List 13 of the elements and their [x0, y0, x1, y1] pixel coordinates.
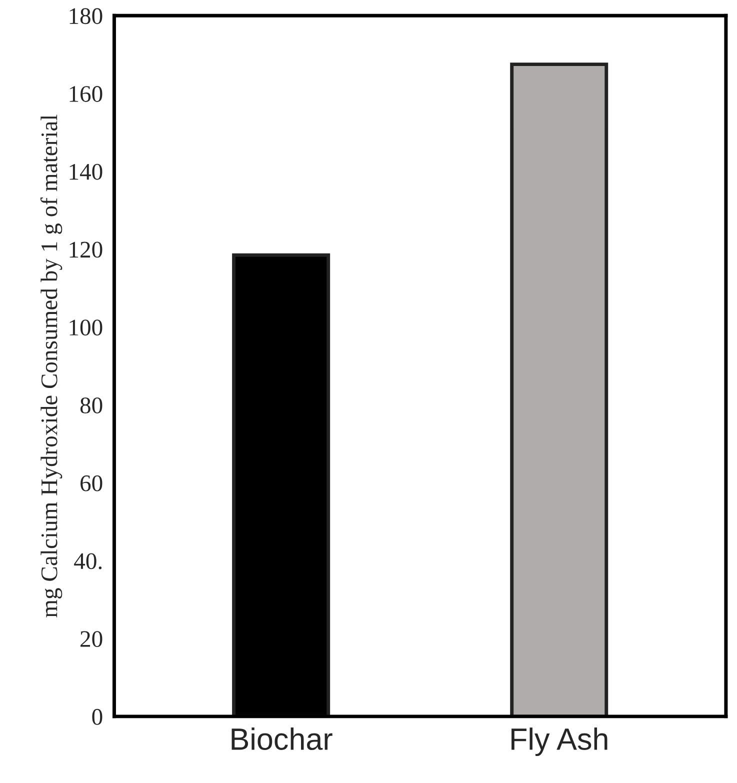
y-tick-label: 160	[70, 86, 102, 102]
y-tick-label: 100	[70, 320, 102, 336]
x-tick-label: Fly Ash	[512, 728, 608, 756]
y-tick-label: 80	[80, 397, 102, 414]
y-tick-label: 0	[92, 708, 102, 725]
x-tick-label: Biochar	[232, 728, 332, 750]
y-tick-label: 20	[80, 631, 102, 648]
y-tick-label: 180	[70, 8, 102, 24]
y-axis-title: mg Calcium Hydroxide Consumed by 1 g of material	[40, 114, 62, 618]
y-tick-label: 40.	[74, 553, 102, 570]
y-tick-label: 60	[80, 475, 102, 492]
y-tick-label: 140	[70, 164, 102, 180]
y-tick-label: 120	[70, 242, 102, 258]
